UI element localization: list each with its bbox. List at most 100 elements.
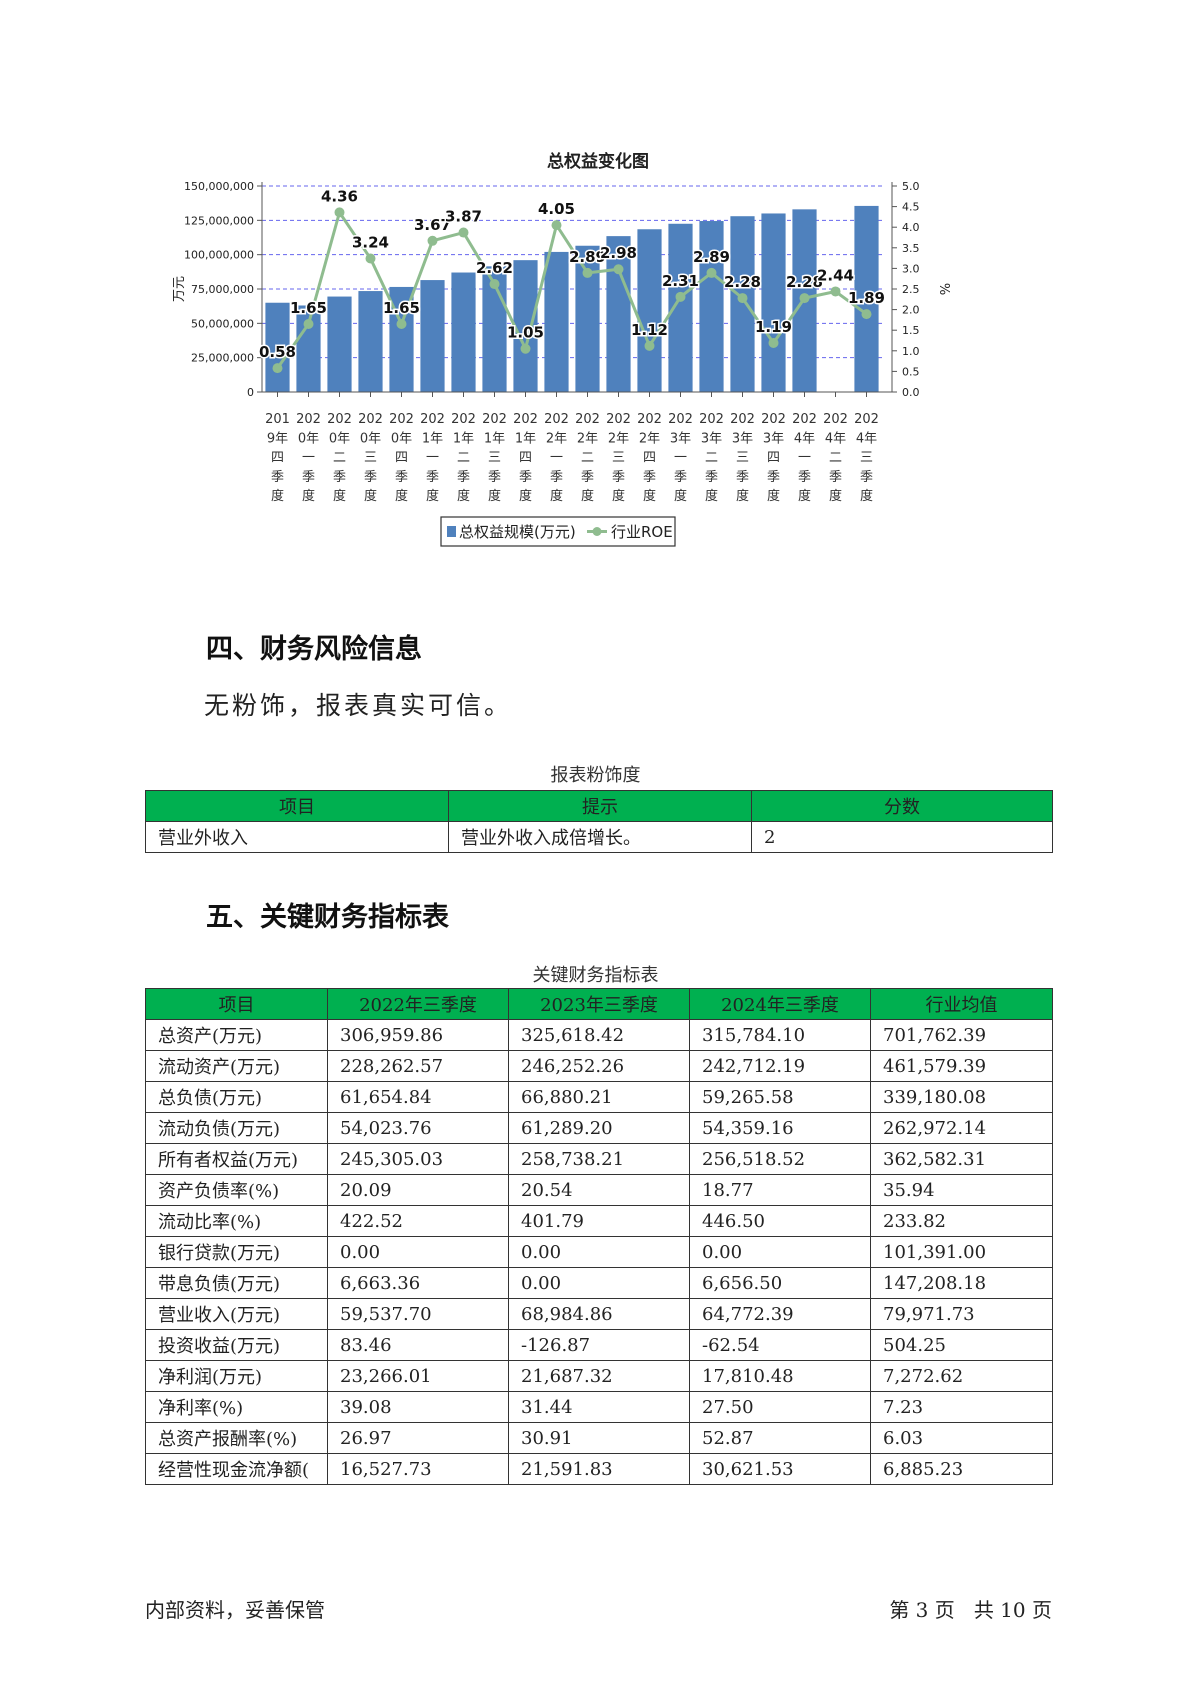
x-tick-label: 季 bbox=[302, 470, 315, 485]
section-heading-key-indicators: 五、关键财务指标表 bbox=[206, 902, 449, 933]
table-cell: 325,618.42 bbox=[508, 1019, 690, 1051]
table-cell: 68,984.86 bbox=[508, 1298, 690, 1330]
row-label: 流动负债(万元) bbox=[145, 1112, 328, 1144]
x-tick-label: 季 bbox=[364, 470, 377, 485]
equity-bar bbox=[854, 205, 879, 392]
x-tick-label: 季 bbox=[829, 470, 842, 485]
x-tick-label: 2年 bbox=[639, 431, 660, 446]
x-tick-label: 度 bbox=[550, 488, 563, 504]
table-row: 营业外收入 营业外收入成倍增长。 2 bbox=[145, 821, 1053, 853]
x-tick-label: 季 bbox=[271, 470, 284, 485]
table-cell: 59,537.70 bbox=[327, 1298, 509, 1330]
table-cell: 6,663.36 bbox=[327, 1267, 509, 1299]
table-row: 总负债(万元) 61,654.84 66,880.21 59,265.58 339,18… bbox=[145, 1081, 1053, 1113]
x-tick-label: 202 bbox=[575, 412, 600, 427]
x-tick-label: 度 bbox=[488, 488, 501, 504]
roe-data-label: 2.44 bbox=[817, 266, 854, 284]
table-cell: 23,266.01 bbox=[327, 1360, 509, 1392]
roe-point bbox=[365, 253, 376, 264]
x-tick-label: 201 bbox=[265, 412, 290, 427]
table-cell: 339,180.08 bbox=[870, 1081, 1053, 1113]
x-tick-label: 202 bbox=[420, 412, 445, 427]
x-tick-label: 度 bbox=[426, 488, 439, 504]
x-tick-label: 三 bbox=[488, 451, 501, 466]
x-tick-label: 202 bbox=[761, 412, 786, 427]
table-header: 提示 bbox=[448, 790, 752, 822]
roe-point bbox=[861, 309, 872, 320]
roe-point bbox=[303, 319, 314, 330]
table-cell: -62.54 bbox=[689, 1329, 871, 1361]
table-row: 营业收入(万元) 59,537.70 68,984.86 64,772.39 79,97… bbox=[145, 1298, 1053, 1330]
x-tick-label: 四 bbox=[395, 451, 408, 466]
table-row: 带息负债(万元) 6,663.36 0.00 6,656.50 147,208.18 bbox=[145, 1267, 1053, 1299]
left-axis-tick-label: 100,000,000 bbox=[184, 249, 254, 262]
table-cell: 306,959.86 bbox=[327, 1019, 509, 1051]
right-axis-tick-label: 1.5 bbox=[902, 324, 920, 337]
x-tick-label: 度 bbox=[736, 488, 749, 504]
x-tick-label: 202 bbox=[513, 412, 538, 427]
table-row: 总资产报酬率(%) 26.97 30.91 52.87 6.03 bbox=[145, 1422, 1053, 1454]
row-label: 银行贷款(万元) bbox=[145, 1236, 328, 1268]
roe-line bbox=[276, 208, 868, 369]
roe-data-label: 3.24 bbox=[352, 234, 389, 252]
x-tick-label: 202 bbox=[823, 412, 848, 427]
table-header: 分数 bbox=[751, 790, 1053, 822]
x-tick-label: 9年 bbox=[267, 431, 288, 446]
right-axis-tick-label: 3.0 bbox=[902, 262, 920, 275]
table-cell: 30.91 bbox=[508, 1422, 690, 1454]
table-cell: 79,971.73 bbox=[870, 1298, 1053, 1330]
table-cell: 0.00 bbox=[508, 1267, 690, 1299]
table-cell: 258,738.21 bbox=[508, 1143, 690, 1175]
roe-data-label: 1.89 bbox=[848, 289, 885, 307]
table-header: 2022年三季度 bbox=[327, 988, 509, 1020]
equity-bar bbox=[265, 302, 290, 392]
left-axis-title: 万元 bbox=[172, 276, 187, 302]
x-tick-label: 四 bbox=[643, 451, 656, 466]
x-tick-label: 一 bbox=[426, 451, 439, 466]
table-cell: 147,208.18 bbox=[870, 1267, 1053, 1299]
x-tick-label: 3年 bbox=[732, 431, 753, 446]
row-label: 流动资产(万元) bbox=[145, 1050, 328, 1082]
table-cell: 21,687.32 bbox=[508, 1360, 690, 1392]
row-label: 净利润(万元) bbox=[145, 1360, 328, 1392]
roe-point bbox=[799, 293, 810, 304]
row-label: 总负债(万元) bbox=[145, 1081, 328, 1113]
key-indicators-table: 项目 2022年三季度 2023年三季度 2024年三季度 行业均值 总资产(万元) 30… bbox=[145, 988, 1053, 1485]
x-tick-label: 度 bbox=[302, 488, 315, 504]
row-label: 营业收入(万元) bbox=[145, 1298, 328, 1330]
roe-point bbox=[334, 207, 345, 218]
equity-bar bbox=[451, 272, 476, 392]
equity-bar bbox=[761, 213, 786, 392]
roe-data-label: 1.19 bbox=[755, 318, 792, 336]
table-cell: 39.08 bbox=[327, 1391, 509, 1423]
right-axis-tick-label: 2.5 bbox=[902, 283, 920, 296]
x-tick-label: 二 bbox=[333, 451, 346, 466]
table-cell: 35.94 bbox=[870, 1174, 1053, 1206]
table-cell: 2 bbox=[751, 821, 1053, 853]
row-label: 资产负债率(%) bbox=[145, 1174, 328, 1206]
x-tick-label: 202 bbox=[544, 412, 569, 427]
x-tick-label: 1年 bbox=[484, 431, 505, 446]
roe-data-label: 2.31 bbox=[662, 272, 699, 290]
table-cell: 256,518.52 bbox=[689, 1143, 871, 1175]
equity-chart: 总权益变化图 0 25,000,000 50,000,000 75,000,000 10… bbox=[172, 151, 951, 547]
table-cell: 242,712.19 bbox=[689, 1050, 871, 1082]
right-axis-tick-label: 3.5 bbox=[902, 242, 920, 255]
table-cell: 27.50 bbox=[689, 1391, 871, 1423]
table-row: 流动资产(万元) 228,262.57 246,252.26 242,712.19 46… bbox=[145, 1050, 1053, 1082]
x-tick-label: 0年 bbox=[329, 431, 350, 446]
table-header: 项目 bbox=[145, 988, 328, 1020]
roe-point bbox=[613, 264, 624, 275]
x-tick-label: 202 bbox=[699, 412, 724, 427]
x-tick-label: 3年 bbox=[763, 431, 784, 446]
x-tick-label: 四 bbox=[519, 451, 532, 466]
table-row: 资产负债率(%) 20.09 20.54 18.77 35.94 bbox=[145, 1174, 1053, 1206]
roe-point bbox=[458, 227, 469, 238]
equity-bar bbox=[358, 291, 383, 392]
table-header: 2023年三季度 bbox=[508, 988, 690, 1020]
table-cell: 461,579.39 bbox=[870, 1050, 1053, 1082]
roe-data-label: 1.12 bbox=[631, 321, 668, 339]
table-caption-key-indicators: 关键财务指标表 bbox=[532, 965, 659, 986]
left-axis-tick-label: 150,000,000 bbox=[184, 180, 254, 193]
x-tick-label: 度 bbox=[798, 488, 811, 504]
